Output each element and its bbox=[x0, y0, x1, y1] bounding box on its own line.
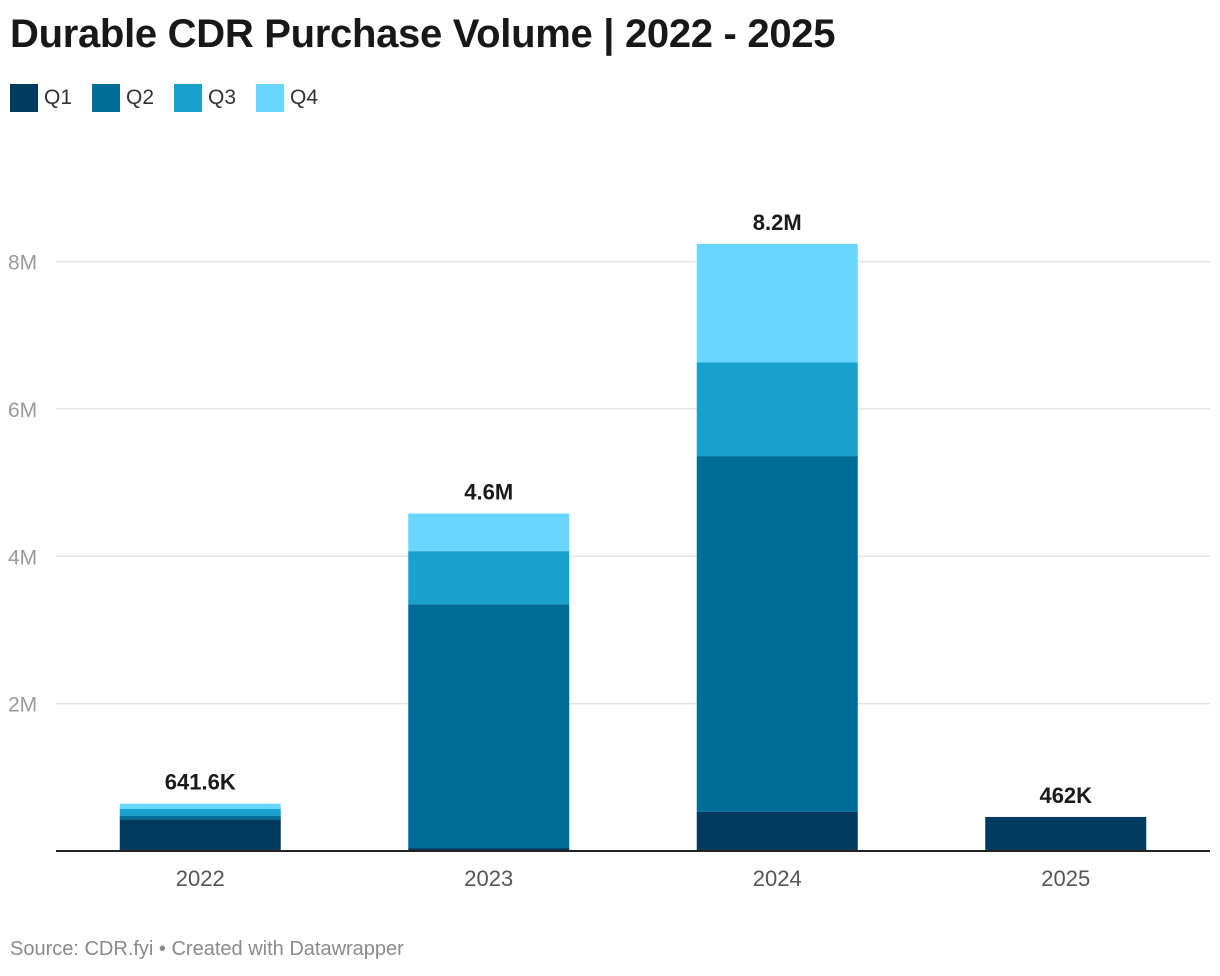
bar-2022-q2 bbox=[119, 815, 281, 820]
legend-item-q4: Q4 bbox=[256, 84, 318, 112]
y-tick-label-2m: 2M bbox=[8, 694, 37, 717]
bar-2025-q1 bbox=[985, 816, 1147, 851]
legend-swatch-q3 bbox=[174, 84, 203, 112]
stacked-bar-chart: 2M 4M 6M 8M 641.6K 2022 4.6M 2023 8.2M 2024 462K 20… bbox=[8, 210, 1210, 891]
bar-2023-q1 bbox=[408, 848, 570, 851]
legend-item-q2: Q2 bbox=[92, 84, 154, 112]
legend-swatch-q4 bbox=[256, 84, 285, 112]
bar-2024-q1 bbox=[696, 811, 858, 851]
y-tick-label-6m: 6M bbox=[8, 399, 37, 422]
legend-item-q1: Q1 bbox=[10, 84, 72, 112]
bar-2024-q4 bbox=[696, 243, 858, 363]
y-tick-label-4m: 4M bbox=[8, 546, 37, 569]
x-tick-label-2024: 2024 bbox=[753, 866, 802, 891]
legend-label-q1: Q1 bbox=[44, 86, 73, 109]
bar-2023-q2 bbox=[408, 604, 570, 849]
bar-2022-q4 bbox=[119, 803, 281, 810]
legend-label-q3: Q3 bbox=[208, 86, 237, 109]
bar-2023-q3 bbox=[408, 551, 570, 605]
total-label-2022: 641.6K bbox=[165, 770, 236, 795]
total-label-2024: 8.2M bbox=[753, 210, 802, 235]
bar-2022-q1 bbox=[119, 819, 281, 851]
total-label-2023: 4.6M bbox=[464, 480, 513, 505]
chart-legend: Q1 Q2 Q3 Q4 bbox=[10, 84, 338, 112]
total-label-2025: 462K bbox=[1039, 783, 1092, 808]
bar-2024-q3 bbox=[696, 362, 858, 457]
legend-label-q2: Q2 bbox=[126, 86, 155, 109]
chart-title: Durable CDR Purchase Volume | 2022 - 202… bbox=[10, 12, 836, 56]
y-tick-label-8m: 8M bbox=[8, 252, 37, 275]
x-tick-label-2023: 2023 bbox=[464, 866, 513, 891]
bar-2024-q2 bbox=[696, 456, 858, 812]
bar-2023-q4 bbox=[408, 513, 570, 552]
legend-swatch-q2 bbox=[92, 84, 121, 112]
source-footer: Source: CDR.fyi • Created with Datawrapp… bbox=[10, 938, 404, 960]
legend-item-q3: Q3 bbox=[174, 84, 236, 112]
x-tick-label-2025: 2025 bbox=[1041, 866, 1090, 891]
legend-label-q4: Q4 bbox=[290, 86, 319, 109]
bar-2022-q3 bbox=[119, 809, 281, 816]
x-tick-label-2022: 2022 bbox=[176, 866, 225, 891]
legend-swatch-q1 bbox=[10, 84, 38, 112]
